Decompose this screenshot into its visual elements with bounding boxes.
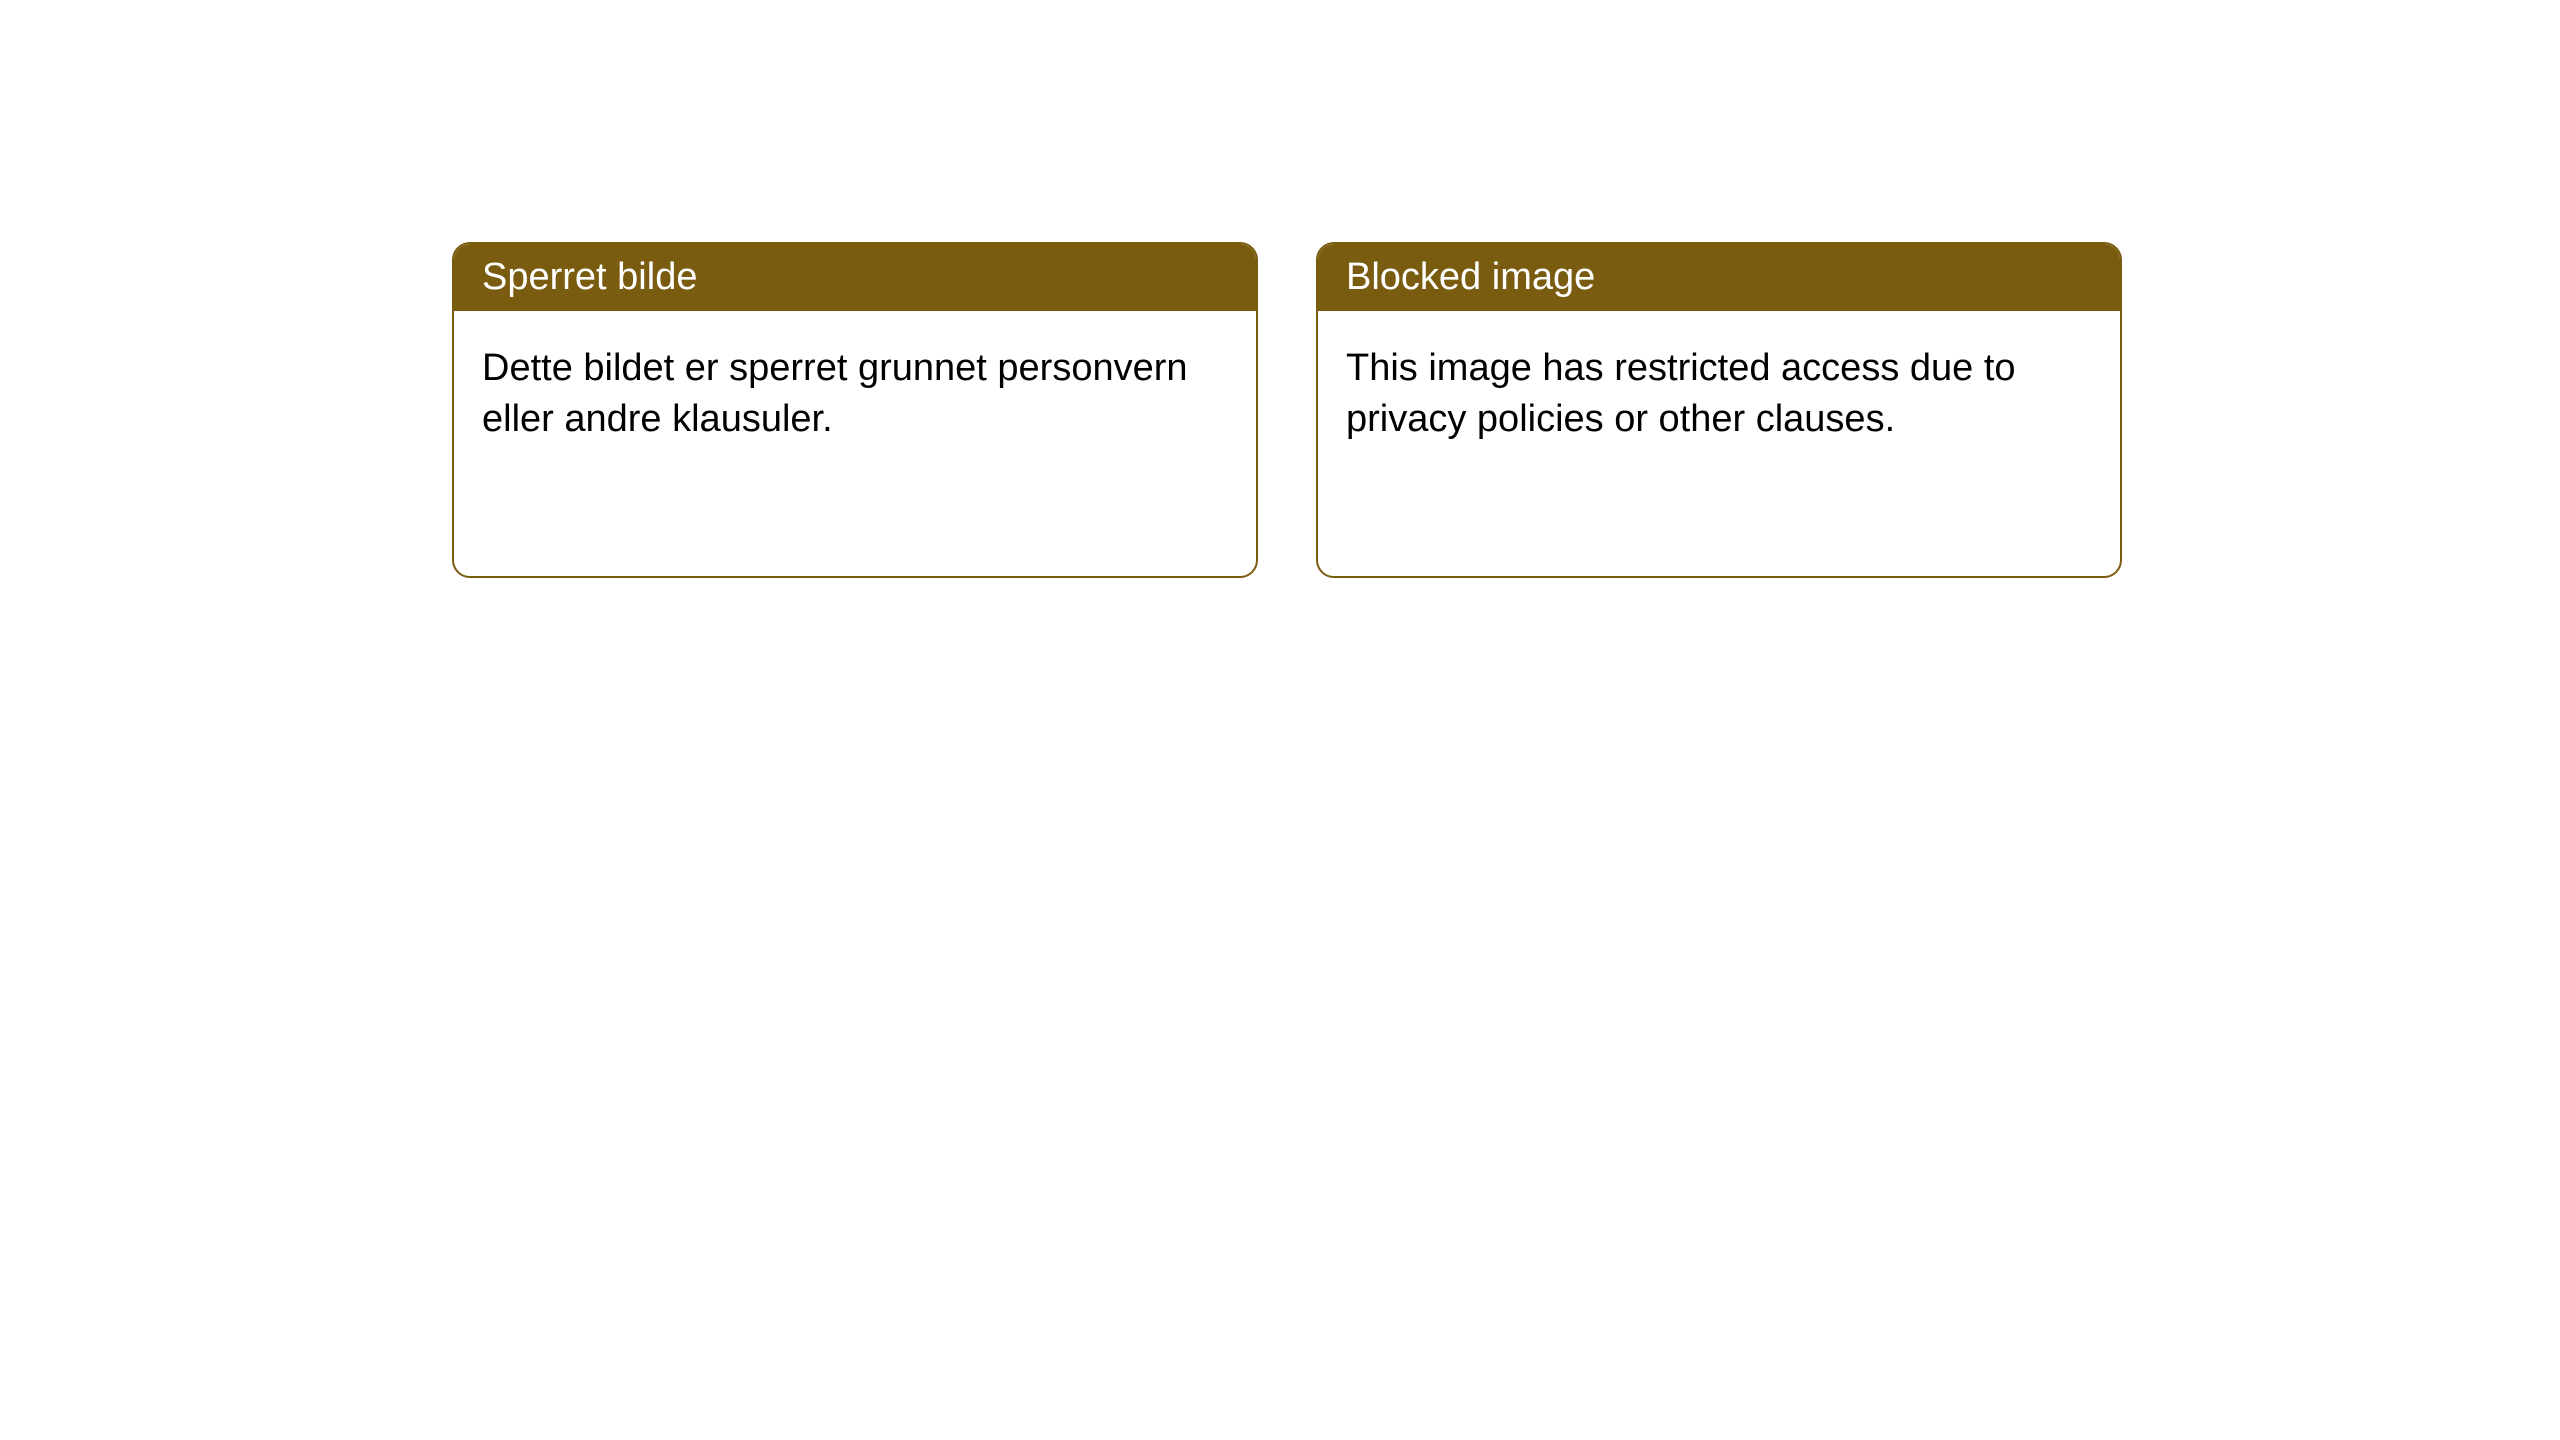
notice-card-no: Sperret bilde Dette bildet er sperret gr… [452, 242, 1258, 578]
card-body: Dette bildet er sperret grunnet personve… [454, 311, 1256, 478]
card-header-text: Blocked image [1346, 256, 1595, 298]
card-body-text: This image has restricted access due to … [1346, 347, 2016, 440]
card-header: Blocked image [1318, 244, 2120, 311]
card-body: This image has restricted access due to … [1318, 311, 2120, 478]
card-header: Sperret bilde [454, 244, 1256, 311]
card-body-text: Dette bildet er sperret grunnet personve… [482, 347, 1188, 440]
notice-card-en: Blocked image This image has restricted … [1316, 242, 2122, 578]
card-header-text: Sperret bilde [482, 256, 697, 298]
blocked-image-notices: Sperret bilde Dette bildet er sperret gr… [452, 242, 2122, 578]
